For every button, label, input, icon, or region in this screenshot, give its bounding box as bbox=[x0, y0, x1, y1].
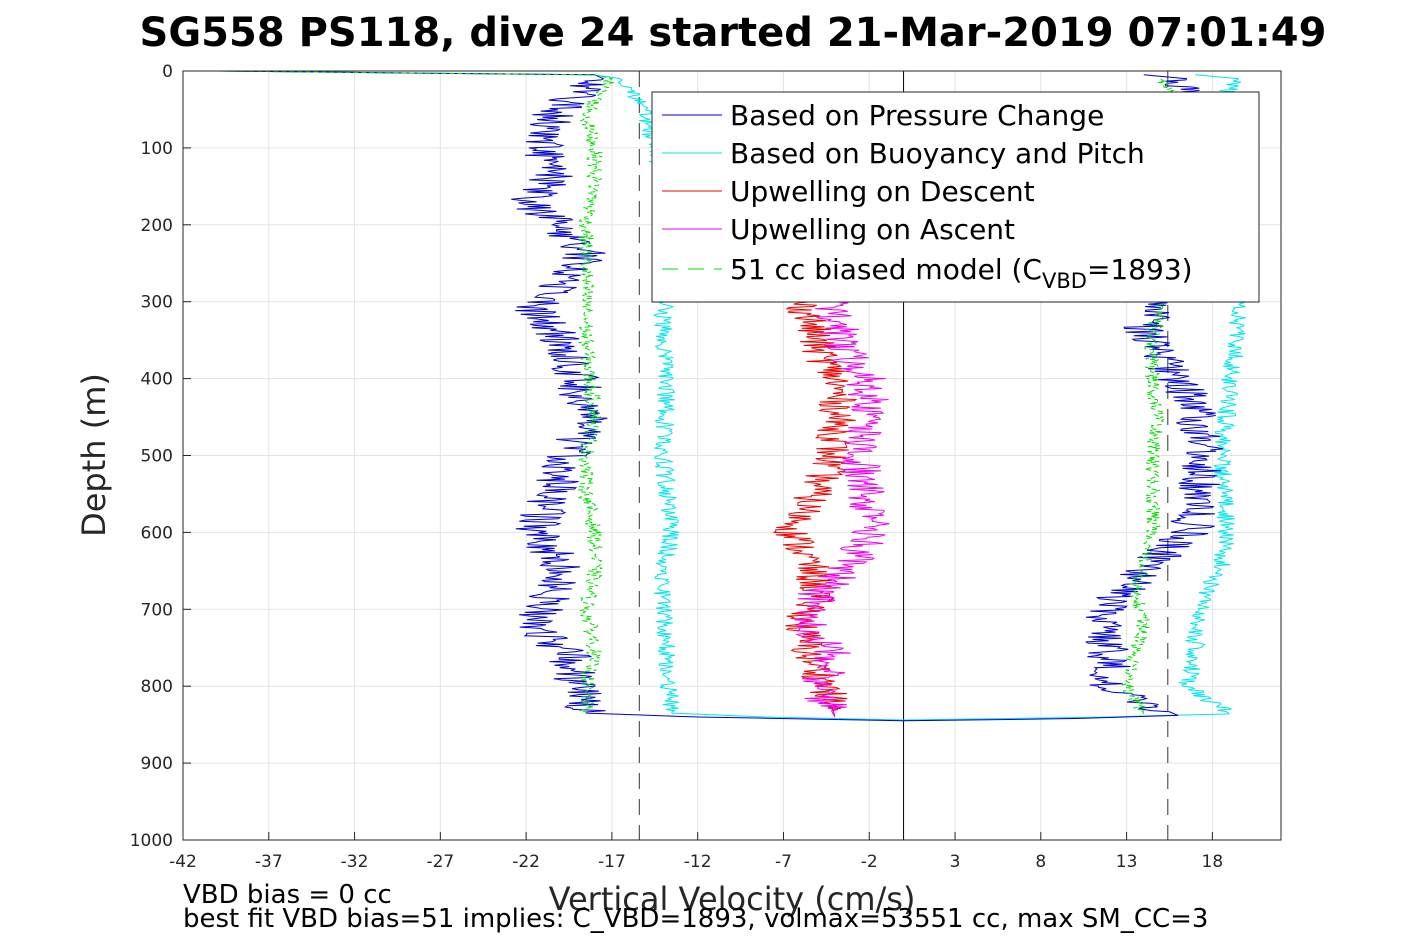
y-tick-label-0: 0 bbox=[162, 62, 173, 82]
y-tick-label-3: 300 bbox=[141, 293, 173, 313]
y-tick-label-10: 1000 bbox=[130, 831, 173, 851]
axes bbox=[182, 70, 1282, 841]
series-0-descent-line bbox=[217, 70, 608, 714]
y-tick-labels: 0 100 200 300 400 500 600 700 800 900 1000 bbox=[130, 62, 173, 851]
y-axis-label: Depth (m) bbox=[75, 373, 113, 537]
legend-label-upwelling-descent: Upwelling on Descent bbox=[730, 175, 1035, 208]
legend-box bbox=[651, 91, 1260, 303]
chart-title: SG558 PS118, dive 24 started 21-Mar-2019… bbox=[140, 10, 1327, 56]
legend-label-biased-model-main: 51 cc biased model (C bbox=[730, 253, 1042, 286]
legend-label-buoyancy: Based on Buoyancy and Pitch bbox=[730, 137, 1145, 170]
y-tick-label-9: 900 bbox=[141, 754, 173, 774]
x-tick-label-12: 18 bbox=[1202, 852, 1224, 872]
legend: Based on Pressure Change Based on Buoyan… bbox=[651, 91, 1260, 303]
x-tick-label-0: -42 bbox=[169, 852, 197, 872]
x-tick-label-4: -22 bbox=[512, 852, 540, 872]
series-0-bottom-line bbox=[586, 712, 1179, 722]
legend-label-biased-model-sub: VBD bbox=[1042, 269, 1087, 293]
y-tick-label-8: 800 bbox=[141, 677, 173, 697]
x-tick-label-3: -27 bbox=[426, 852, 454, 872]
x-tick-labels: -42 -37 -32 -27 -22 -17 -12 -7 -2 3 8 13 18 bbox=[169, 852, 1223, 872]
legend-label-pressure: Based on Pressure Change bbox=[730, 99, 1104, 132]
x-tick-label-6: -12 bbox=[684, 852, 712, 872]
footer-vbd-bias: VBD bias = 0 cc bbox=[183, 880, 392, 910]
legend-label-biased-model-end: =1893) bbox=[1087, 253, 1193, 286]
y-tick-label-1: 100 bbox=[141, 139, 173, 159]
series-4-descent-line bbox=[217, 70, 615, 714]
x-tick-label-1: -37 bbox=[255, 852, 283, 872]
legend-label-biased-model: 51 cc biased model (CVBD=1893) bbox=[730, 253, 1193, 293]
x-tick-label-9: 3 bbox=[950, 852, 961, 872]
series-3-ascent-line bbox=[794, 301, 890, 718]
legend-label-upwelling-ascent: Upwelling on Ascent bbox=[730, 213, 1015, 246]
x-tick-label-11: 13 bbox=[1116, 852, 1138, 872]
series-2-descent-line bbox=[772, 301, 858, 718]
y-tick-label-6: 600 bbox=[141, 523, 173, 543]
x-axis-label: Vertical Velocity (cm/s) bbox=[549, 880, 916, 918]
x-tick-label-7: -7 bbox=[775, 852, 792, 872]
x-tick-label-10: 8 bbox=[1035, 852, 1046, 872]
footer-best-fit: best fit VBD bias=51 implies: C_VBD=1893… bbox=[183, 904, 1208, 934]
y-tick-label-2: 200 bbox=[141, 216, 173, 236]
y-tick-label-5: 500 bbox=[141, 447, 173, 467]
x-tick-label-8: -2 bbox=[861, 852, 878, 872]
x-tick-label-5: -17 bbox=[598, 852, 626, 872]
y-tick-label-7: 700 bbox=[141, 600, 173, 620]
x-tick-label-2: -32 bbox=[341, 852, 369, 872]
y-tick-label-4: 400 bbox=[141, 370, 173, 390]
